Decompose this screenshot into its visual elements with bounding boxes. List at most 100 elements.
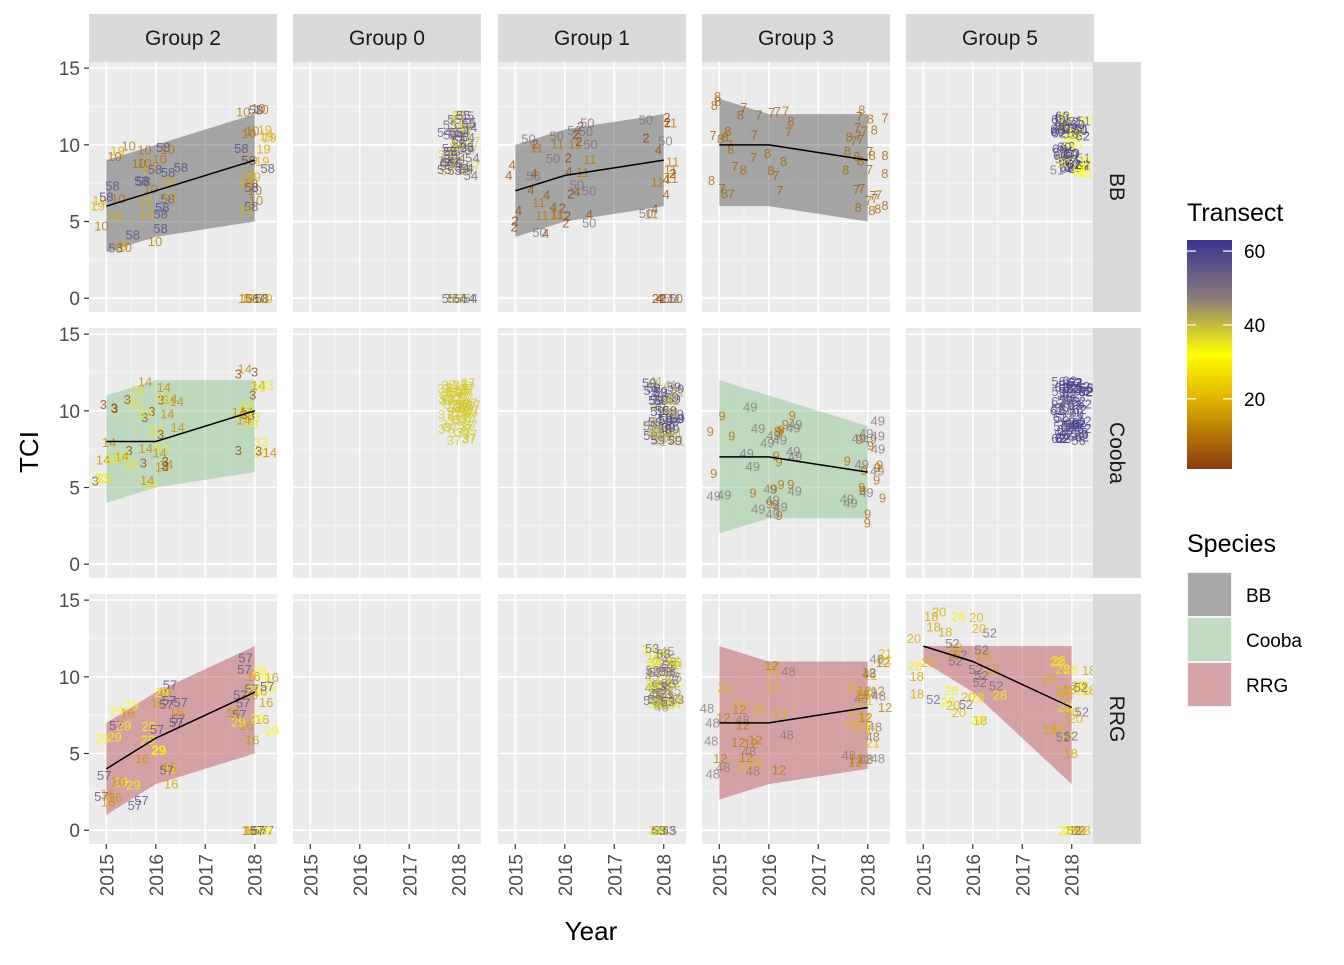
transect-point-label: 34	[654, 646, 668, 661]
transect-point-label: 52	[1067, 823, 1081, 838]
transect-point-label: 57	[128, 798, 142, 813]
transect-point-label: 50	[526, 169, 540, 184]
transect-point-label: 37	[461, 430, 475, 445]
transect-point-label: 8	[871, 123, 878, 138]
transect-point-label: 60	[1064, 145, 1078, 160]
transect-point-label: 37	[462, 399, 476, 414]
transect-point-label: 12	[743, 736, 757, 751]
transect-point-label: 20	[946, 698, 960, 713]
transect-point-label: 52	[1074, 680, 1088, 695]
transect-point-label: 34	[653, 823, 667, 838]
transect-point-label: 16	[244, 687, 258, 702]
transect-point-label: 10	[248, 183, 262, 198]
transect-point-label: 37	[466, 397, 480, 412]
panel-1-2	[293, 594, 481, 844]
transect-point-label: 34	[649, 678, 663, 693]
transect-point-label: 16	[239, 718, 253, 733]
x-tick-label: 2018	[450, 854, 471, 896]
transect-point-label: 12	[732, 702, 746, 717]
transect-point-label: 10	[160, 142, 174, 157]
transect-point-label: 57	[162, 693, 176, 708]
transect-point-label: 29	[95, 731, 109, 746]
transect-point-label: 56	[1065, 390, 1079, 405]
transect-point-label: 11	[666, 154, 680, 169]
colorbar-title: Transect	[1187, 199, 1283, 227]
transect-point-label: 4	[655, 143, 662, 158]
transect-point-label: 14	[140, 473, 154, 488]
transect-point-label: 55	[455, 129, 469, 144]
transect-point-label: 58	[249, 103, 263, 118]
transect-point-label: 2	[562, 216, 569, 231]
transect-point-label: 10	[111, 191, 125, 206]
transect-point-label: 28	[1060, 728, 1074, 743]
transect-point-label: 19	[141, 162, 155, 177]
transect-point-label: 37	[453, 401, 467, 416]
transect-point-label: 62	[1062, 386, 1076, 401]
transect-point-label: 59	[665, 390, 679, 405]
transect-point-label: 52	[968, 662, 982, 677]
transect-point-label: 37	[454, 400, 468, 415]
panel-4-2: 1820522818205228182052281820522818205228…	[906, 594, 1096, 844]
transect-point-label: 7	[774, 104, 781, 119]
transect-point-label: 34	[666, 653, 680, 668]
transect-point-label: 20	[1071, 678, 1085, 693]
transect-point-label: 29	[152, 743, 166, 758]
transect-point-label: 34	[647, 655, 661, 670]
transect-point-label: 59	[665, 415, 679, 430]
transect-point-label: 19	[255, 154, 269, 169]
panel-background	[293, 594, 481, 844]
transect-point-label: 56	[1063, 392, 1077, 407]
transect-point-label: 11	[583, 152, 597, 167]
transect-point-label: 41	[654, 388, 668, 403]
transect-point-label: 18	[1064, 746, 1078, 761]
transect-point-label: 37	[463, 418, 477, 433]
transect-point-label: 8	[764, 146, 771, 161]
transect-point-label: 9	[782, 417, 789, 432]
transect-point-label: 3	[140, 456, 147, 471]
transect-point-label: 29	[155, 685, 169, 700]
transect-point-label: 3	[157, 427, 164, 442]
transect-point-label: 9	[873, 472, 880, 487]
transect-point-label: 9	[867, 438, 874, 453]
transect-point-label: 14	[102, 435, 116, 450]
transect-point-label: 11	[661, 291, 675, 306]
transect-point-label: 30	[1070, 126, 1084, 141]
transect-point-label: 62	[1072, 402, 1086, 417]
transect-point-label: 3	[92, 473, 99, 488]
transect-point-label: 37	[446, 385, 460, 400]
x-tick-label: 2017	[196, 854, 217, 896]
transect-point-label: 37	[459, 124, 473, 139]
transect-point-label: 62	[1059, 427, 1073, 442]
x-axis-title: Year	[565, 916, 618, 946]
transect-point-label: 21	[858, 711, 872, 726]
transect-point-label: 62	[1058, 381, 1072, 396]
confidence-ribbon	[106, 646, 255, 815]
transect-point-label: 48	[859, 751, 873, 766]
transect-point-label: 56	[1065, 417, 1079, 432]
transect-point-label: 8	[711, 98, 718, 113]
transect-point-label: 37	[460, 411, 474, 426]
panel-background	[293, 62, 481, 312]
transect-point-label: 20	[1056, 683, 1070, 698]
transect-point-label: 14	[114, 449, 128, 464]
trend-line	[105, 691, 256, 770]
transect-point-label: 21	[865, 722, 879, 737]
panel-background	[498, 594, 686, 844]
transect-point-label: 16	[255, 712, 269, 727]
transect-point-label: 62	[1055, 109, 1069, 124]
transect-point-label: 30	[1079, 113, 1093, 128]
panel-background	[89, 328, 277, 578]
transect-point-label: 2	[531, 136, 538, 151]
transect-point-label: 53	[659, 660, 673, 675]
colorbar-tick-label: 60	[1244, 242, 1265, 263]
transect-point-label: 10	[94, 218, 108, 233]
transect-point-label: 4	[550, 199, 557, 214]
transect-point-label: 41	[660, 424, 674, 439]
x-tick-label: 2018	[246, 854, 267, 896]
transect-point-label: 58	[255, 291, 269, 306]
transect-point-label: 49	[788, 484, 802, 499]
transect-point-label: 41	[668, 425, 682, 440]
transect-point-label: 28	[1076, 683, 1090, 698]
transect-point-label: 16	[169, 704, 183, 719]
transect-point-label: 62	[1050, 403, 1064, 418]
